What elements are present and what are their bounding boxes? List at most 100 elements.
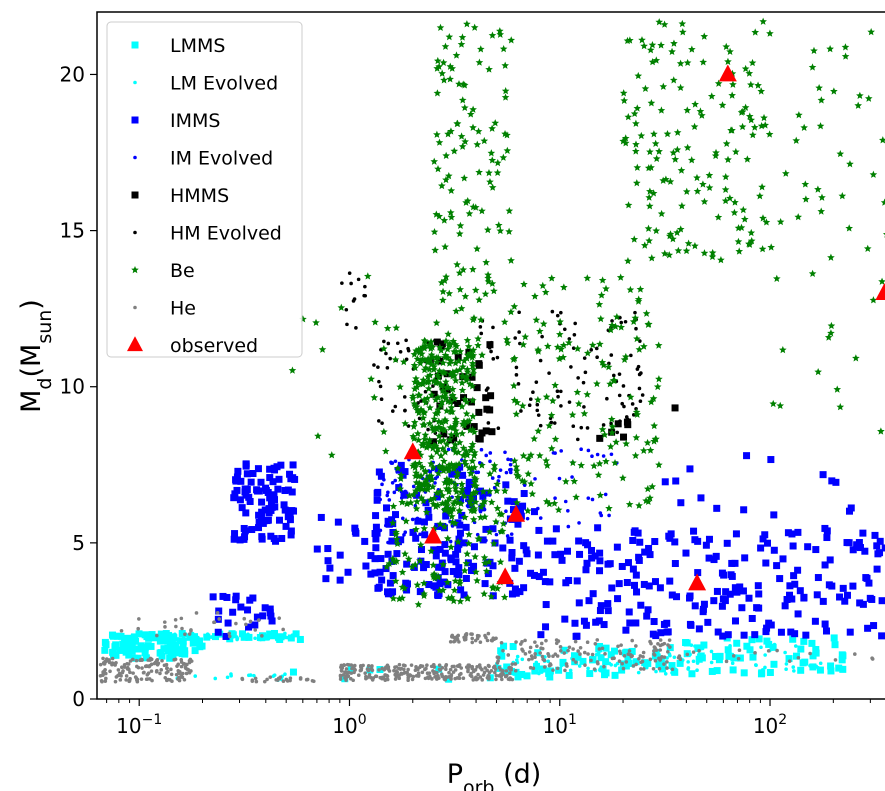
point-lm-evolved xyxy=(258,637,263,642)
point-he xyxy=(590,652,595,657)
point-he xyxy=(457,672,462,677)
point-he xyxy=(339,665,343,670)
point-be xyxy=(655,147,663,155)
point-be xyxy=(583,390,592,398)
point-lmms xyxy=(125,636,133,644)
point-imms xyxy=(637,601,645,609)
point-lmms xyxy=(789,635,797,643)
point-be xyxy=(556,317,564,326)
point-he xyxy=(305,677,310,682)
point-imms xyxy=(563,547,571,555)
point-be xyxy=(433,489,441,497)
point-be xyxy=(439,296,447,304)
point-imms xyxy=(740,631,748,639)
point-he xyxy=(620,661,625,666)
point-hm-evolved xyxy=(556,394,560,399)
point-imms xyxy=(286,510,294,518)
point-be xyxy=(542,456,550,465)
point-be xyxy=(624,113,633,121)
point-be xyxy=(551,435,560,443)
point-imms xyxy=(384,588,392,596)
point-imms xyxy=(375,468,383,476)
point-be xyxy=(633,410,642,418)
point-imms xyxy=(762,559,770,567)
point-be xyxy=(882,233,885,238)
point-imms xyxy=(232,592,240,600)
point-imms xyxy=(287,531,295,539)
point-he xyxy=(149,669,154,673)
point-lmms xyxy=(607,651,615,659)
point-he xyxy=(370,664,374,668)
point-be xyxy=(411,560,419,569)
point-he xyxy=(311,679,316,684)
point-lm-evolved xyxy=(149,633,154,637)
point-lmms xyxy=(628,647,636,655)
point-im-evolved xyxy=(563,499,568,504)
point-be xyxy=(429,463,438,471)
point-be xyxy=(468,361,477,370)
point-he xyxy=(634,662,638,667)
point-be xyxy=(470,448,479,456)
point-imms xyxy=(754,582,762,590)
point-be xyxy=(573,344,582,353)
point-be xyxy=(648,41,657,49)
point-lmms xyxy=(531,667,539,675)
point-be xyxy=(441,42,450,50)
point-be xyxy=(458,429,467,437)
point-lmms xyxy=(287,634,295,642)
point-he xyxy=(724,659,729,664)
point-be xyxy=(442,383,451,392)
point-imms xyxy=(542,623,550,631)
point-be xyxy=(433,371,442,379)
point-imms xyxy=(223,593,231,601)
point-be xyxy=(758,245,767,253)
point-hm-evolved xyxy=(581,380,586,385)
point-be xyxy=(424,377,433,385)
point-be xyxy=(462,409,471,418)
point-imms xyxy=(253,613,261,621)
point-imms xyxy=(214,628,222,636)
point-he xyxy=(423,676,428,681)
point-imms xyxy=(722,588,730,596)
point-lmms xyxy=(743,642,751,650)
point-be xyxy=(470,451,478,459)
point-be xyxy=(683,143,692,151)
point-lm-evolved xyxy=(634,659,638,663)
point-be xyxy=(458,480,466,488)
point-be xyxy=(765,130,774,138)
point-he xyxy=(409,673,413,678)
point-be xyxy=(401,549,409,558)
point-be xyxy=(619,137,627,145)
point-be xyxy=(419,439,428,447)
point-imms xyxy=(224,619,232,627)
point-be xyxy=(510,381,518,390)
point-imms xyxy=(219,592,227,600)
point-be xyxy=(683,106,692,114)
point-he xyxy=(618,651,623,656)
point-be xyxy=(409,394,417,402)
point-imms xyxy=(543,537,551,545)
point-he xyxy=(667,638,672,642)
point-lmms xyxy=(109,632,117,640)
point-hmms xyxy=(488,428,496,436)
point-he xyxy=(344,678,348,683)
point-he xyxy=(444,664,448,669)
point-be xyxy=(485,487,494,495)
point-imms xyxy=(361,537,369,545)
point-imms xyxy=(401,468,409,476)
point-imms xyxy=(855,539,863,547)
point-lmms xyxy=(517,670,525,678)
point-be xyxy=(645,193,653,201)
point-be xyxy=(429,482,437,491)
point-he xyxy=(344,673,349,678)
point-im-evolved xyxy=(498,468,503,472)
point-he xyxy=(377,668,381,672)
point-imms xyxy=(324,545,332,553)
point-be xyxy=(400,584,409,592)
point-hm-evolved xyxy=(638,339,642,343)
point-he xyxy=(124,674,129,678)
point-lmms xyxy=(570,652,578,660)
point-lm-evolved xyxy=(784,667,788,672)
point-imms xyxy=(482,525,490,533)
point-imms xyxy=(460,591,468,599)
